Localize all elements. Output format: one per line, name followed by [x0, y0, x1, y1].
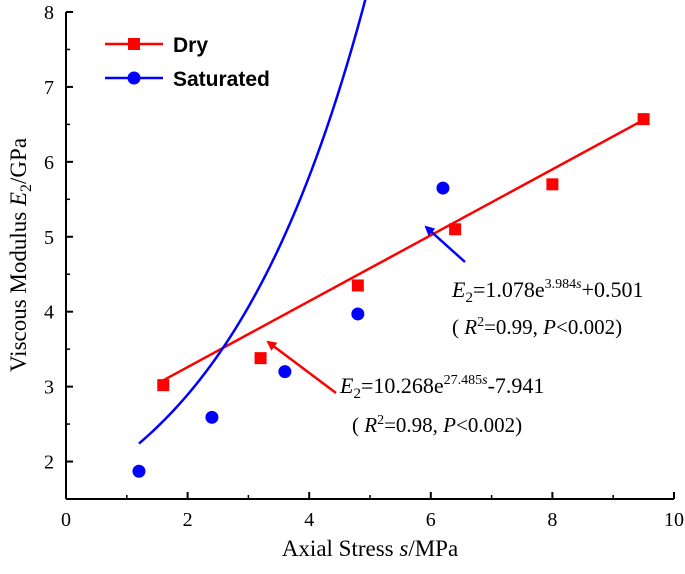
saturated-point: [278, 365, 292, 379]
saturated-annotation-arrow: [266, 340, 337, 394]
x-tick-label: 6: [426, 509, 436, 531]
dry-point: [449, 223, 462, 236]
dry-fit-stats: ( R2=0.99, P<0.002): [452, 315, 622, 339]
saturated-fit-curve: [138, 0, 367, 445]
dry-fit-line: [162, 118, 645, 382]
legend-dry-label: Dry: [173, 34, 208, 57]
dry-point: [157, 379, 170, 392]
dry-point: [637, 113, 650, 126]
x-tick-label: 2: [183, 509, 193, 531]
y-tick-label: 8: [44, 2, 54, 24]
y-tick-label: 5: [44, 227, 54, 249]
y-tick-label: 6: [44, 152, 54, 174]
saturated-point: [205, 410, 219, 424]
x-tick-label: 4: [304, 509, 314, 531]
legend-saturated-label: Saturated: [173, 68, 270, 91]
dry-point: [254, 352, 267, 365]
x-tick-label: 10: [664, 509, 684, 531]
saturated-points: [132, 181, 450, 478]
x-tick-label: 8: [547, 509, 557, 531]
y-tick-label: 3: [44, 377, 54, 399]
y-ticks: 2 3 4 5 6 7 8: [44, 2, 73, 474]
legend: Dry Saturated: [105, 34, 270, 91]
y-tick-label: 7: [44, 77, 54, 99]
y-tick-label: 4: [44, 302, 54, 324]
saturated-point: [351, 307, 365, 321]
saturated-point: [436, 181, 450, 195]
legend-saturated-marker: [127, 71, 141, 85]
y-axis-title: Viscous Modulus E2/GPa: [6, 138, 35, 372]
legend-dry-marker: [128, 38, 140, 50]
x-axis-title: Axial Stress s/MPa: [282, 536, 458, 561]
y-tick-label: 2: [44, 452, 54, 474]
x-tick-label: 0: [61, 509, 71, 531]
saturated-fit-stats: ( R2=0.98, P<0.002): [352, 413, 522, 437]
x-ticks: 0 2 4 6 8 10: [61, 492, 684, 531]
dry-equation: E2=1.078e3.984s+0.501: [451, 277, 644, 306]
dry-point: [351, 279, 364, 292]
dry-points: [157, 113, 650, 392]
dry-annotation-arrow: [424, 225, 466, 263]
dry-point: [546, 178, 559, 191]
saturated-point: [132, 464, 146, 478]
saturated-equation: E2=10.268e27.485s-7.941: [339, 373, 544, 402]
